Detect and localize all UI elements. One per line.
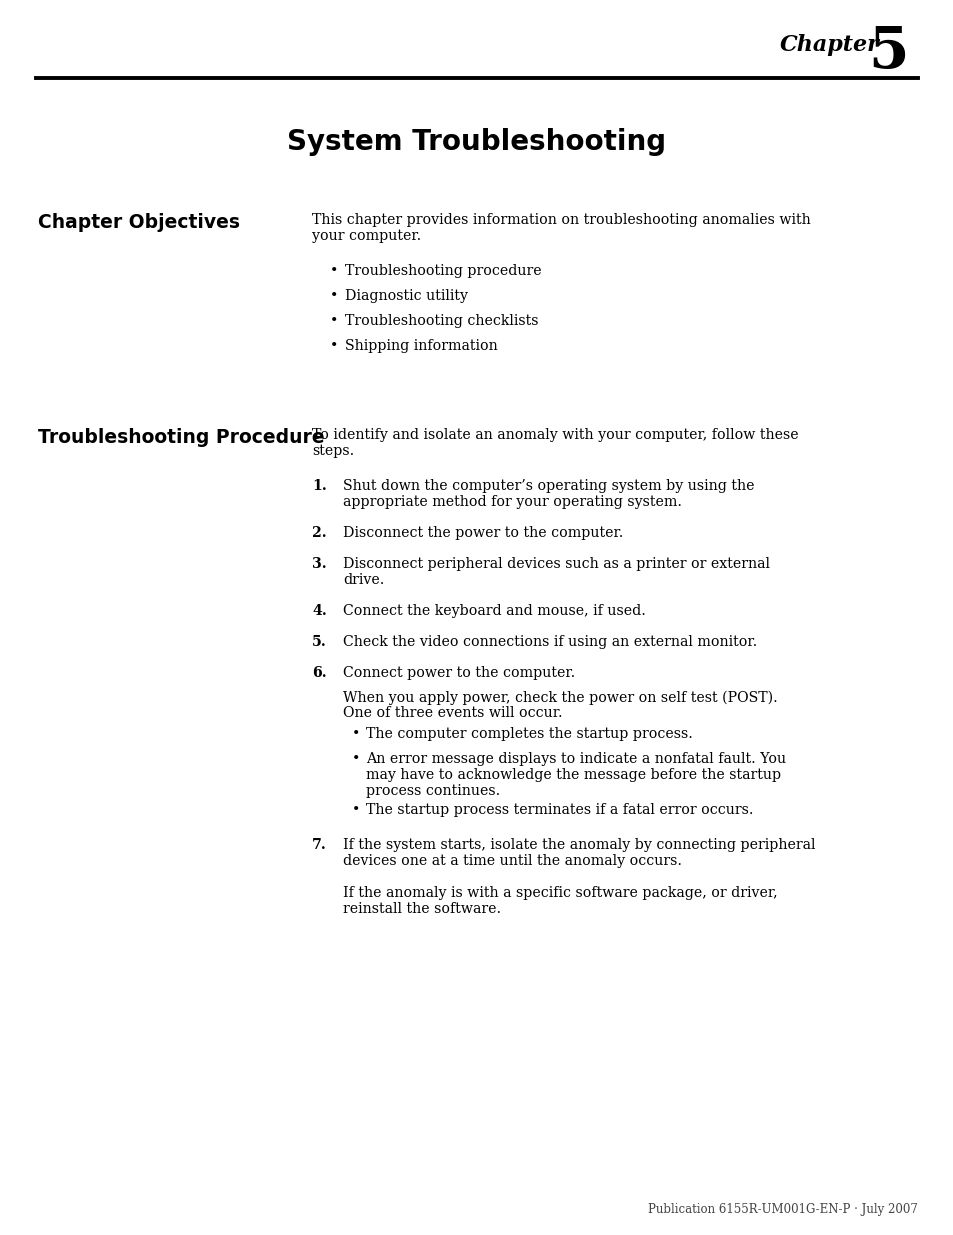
Text: Check the video connections if using an external monitor.: Check the video connections if using an … <box>343 635 757 648</box>
Text: Connect power to the computer.: Connect power to the computer. <box>343 666 575 679</box>
Text: process continues.: process continues. <box>366 784 499 798</box>
Text: devices one at a time until the anomaly occurs.: devices one at a time until the anomaly … <box>343 855 681 868</box>
Text: Chapter Objectives: Chapter Objectives <box>38 212 240 232</box>
Text: your computer.: your computer. <box>312 228 421 243</box>
Text: 4.: 4. <box>312 604 327 618</box>
Text: Troubleshooting Procedure: Troubleshooting Procedure <box>38 429 324 447</box>
Text: 7.: 7. <box>312 839 327 852</box>
Text: Publication 6155R-UM001G-EN-P · July 2007: Publication 6155R-UM001G-EN-P · July 200… <box>647 1203 917 1216</box>
Text: appropriate method for your operating system.: appropriate method for your operating sy… <box>343 495 681 509</box>
Text: Shut down the computer’s operating system by using the: Shut down the computer’s operating syste… <box>343 479 754 493</box>
Text: reinstall the software.: reinstall the software. <box>343 903 500 916</box>
Text: •: • <box>330 264 338 278</box>
Text: The startup process terminates if a fatal error occurs.: The startup process terminates if a fata… <box>366 803 753 818</box>
Text: Troubleshooting checklists: Troubleshooting checklists <box>345 314 537 327</box>
Text: Disconnect peripheral devices such as a printer or external: Disconnect peripheral devices such as a … <box>343 557 769 571</box>
Text: 2.: 2. <box>312 526 326 540</box>
Text: An error message displays to indicate a nonfatal fault. You: An error message displays to indicate a … <box>366 752 785 766</box>
Text: steps.: steps. <box>312 445 354 458</box>
Text: If the system starts, isolate the anomaly by connecting peripheral: If the system starts, isolate the anomal… <box>343 839 815 852</box>
Text: •: • <box>352 803 360 818</box>
Text: 5: 5 <box>867 23 907 80</box>
Text: Chapter: Chapter <box>780 35 879 56</box>
Text: 3.: 3. <box>312 557 326 571</box>
Text: If the anomaly is with a specific software package, or driver,: If the anomaly is with a specific softwa… <box>343 887 777 900</box>
Text: When you apply power, check the power on self test (POST).: When you apply power, check the power on… <box>343 690 777 705</box>
Text: Diagnostic utility: Diagnostic utility <box>345 289 468 303</box>
Text: Troubleshooting procedure: Troubleshooting procedure <box>345 264 541 278</box>
Text: •: • <box>330 338 338 353</box>
Text: This chapter provides information on troubleshooting anomalies with: This chapter provides information on tro… <box>312 212 810 227</box>
Text: The computer completes the startup process.: The computer completes the startup proce… <box>366 727 692 741</box>
Text: To identify and isolate an anomaly with your computer, follow these: To identify and isolate an anomaly with … <box>312 429 798 442</box>
Text: •: • <box>352 752 360 766</box>
Text: •: • <box>330 289 338 303</box>
Text: System Troubleshooting: System Troubleshooting <box>287 128 666 156</box>
Text: may have to acknowledge the message before the startup: may have to acknowledge the message befo… <box>366 768 781 782</box>
Text: One of three events will occur.: One of three events will occur. <box>343 706 562 720</box>
Text: Shipping information: Shipping information <box>345 338 497 353</box>
Text: Connect the keyboard and mouse, if used.: Connect the keyboard and mouse, if used. <box>343 604 645 618</box>
Text: Disconnect the power to the computer.: Disconnect the power to the computer. <box>343 526 622 540</box>
Text: 5.: 5. <box>312 635 327 648</box>
Text: •: • <box>352 727 360 741</box>
Text: 6.: 6. <box>312 666 326 679</box>
Text: 1.: 1. <box>312 479 327 493</box>
Text: drive.: drive. <box>343 573 384 587</box>
Text: •: • <box>330 314 338 327</box>
